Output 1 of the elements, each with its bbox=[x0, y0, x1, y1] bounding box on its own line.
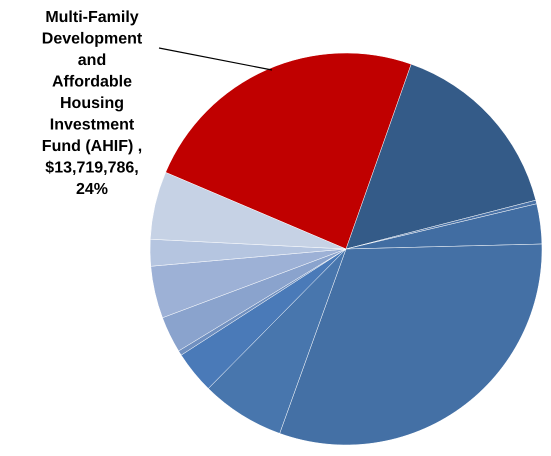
category-label: Multi-Family Development and Affordable Housing Investment Fund (AHIF) , $13,719,786, 24% bbox=[42, 9, 142, 198]
